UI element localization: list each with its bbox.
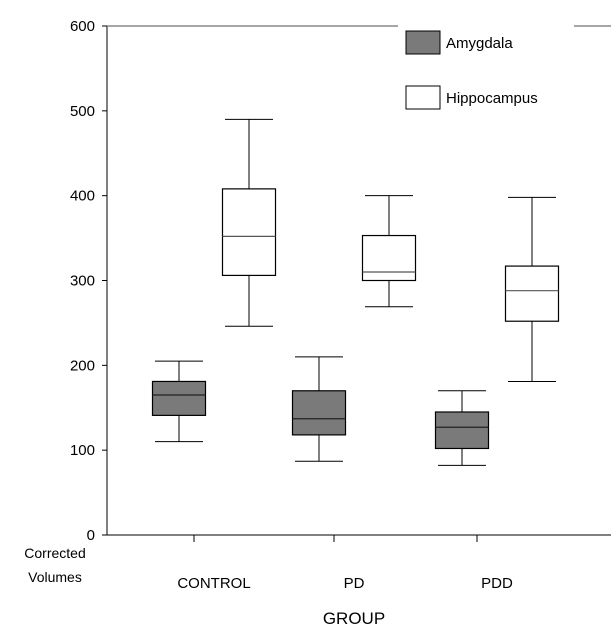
legend: Amygdala Hippocampus (405, 30, 538, 110)
box-hippocampus-control (221, 118, 277, 327)
y-axis-label-line-2: Volumes (28, 569, 82, 585)
x-tick-label: CONTROL (177, 575, 250, 592)
legend-swatch-amygdala (405, 30, 441, 55)
box-amygdala-pdd (434, 390, 490, 466)
y-tick-label: 0 (87, 527, 95, 544)
y-axis-label: Corrected Volumes (24, 545, 85, 585)
x-axis-title: GROUP (323, 609, 385, 628)
box-hippocampus-pdd (504, 196, 560, 382)
iqr-box (221, 188, 277, 277)
y-ticks: 0 100 200 300 400 500 600 (70, 18, 107, 544)
x-tick-label: PDD (481, 575, 513, 592)
x-tick-label: PD (344, 575, 365, 592)
legend-swatch-hippocampus (405, 85, 441, 110)
y-tick-label: 100 (70, 442, 95, 459)
iqr-box (361, 234, 417, 282)
box-amygdala-control (151, 360, 207, 443)
box-hippocampus-pd (361, 195, 417, 308)
y-tick-label: 500 (70, 103, 95, 120)
y-tick-label: 400 (70, 188, 95, 205)
box-amygdala-pd (291, 356, 347, 462)
iqr-box (291, 390, 347, 436)
iqr-box (151, 380, 207, 416)
iqr-box (504, 265, 560, 322)
y-axis-label-line-1: Corrected (24, 545, 85, 561)
legend-label-hippocampus: Hippocampus (446, 90, 538, 107)
legend-label-amygdala: Amygdala (446, 35, 513, 52)
y-tick-label: 600 (70, 18, 95, 35)
iqr-box (434, 411, 490, 450)
y-tick-label: 300 (70, 273, 95, 290)
x-ticks: CONTROL PD PDD (177, 535, 513, 592)
y-tick-label: 200 (70, 357, 95, 374)
boxes (151, 118, 560, 466)
